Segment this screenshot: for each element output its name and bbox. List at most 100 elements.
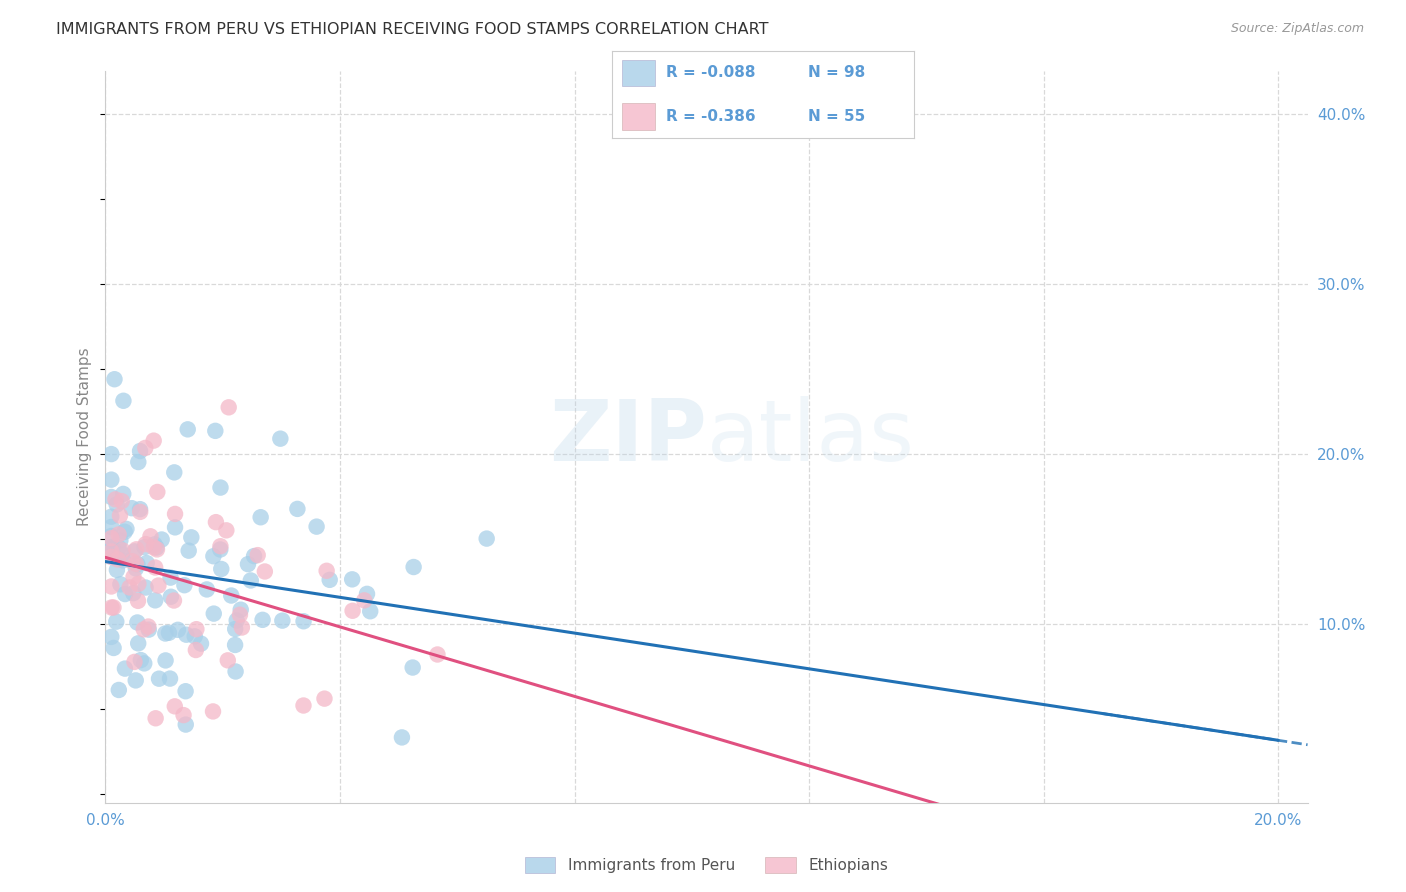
Point [142,434,165,448]
Point [115,522,138,536]
Point [134,540,156,554]
Point [236,557,259,571]
Point [107,527,129,541]
Point [127,615,149,630]
Point [402,560,425,574]
Point [100,630,122,644]
Text: R = -0.386: R = -0.386 [666,109,755,124]
Point [105,498,128,512]
Point [146,485,169,500]
Point [100,600,122,615]
Point [292,614,315,628]
Point [173,578,195,592]
Point [243,549,266,563]
Point [202,607,225,621]
Point [160,590,183,604]
Point [101,540,124,554]
Point [217,653,239,667]
Point [118,581,141,595]
Point [127,594,149,608]
Point [103,600,125,615]
Point [125,542,148,557]
Text: ZIP: ZIP [548,395,707,479]
Point [108,683,131,698]
Point [359,604,381,618]
Point [391,731,413,745]
Point [100,579,122,593]
Point [340,572,363,586]
Point [253,565,276,579]
Point [100,473,122,487]
Point [124,655,146,669]
Point [122,570,145,584]
Point [112,553,135,567]
Point [195,582,218,597]
Point [318,573,340,587]
Point [124,544,146,558]
FancyBboxPatch shape [623,60,655,86]
Point [150,533,173,547]
Point [342,604,364,618]
Point [305,519,328,533]
Point [209,542,232,557]
Point [111,543,134,558]
Point [225,665,247,679]
Point [121,501,143,516]
Point [229,607,252,622]
Point [107,552,129,566]
Point [134,441,156,455]
Point [139,529,162,543]
Point [209,562,232,576]
Point [143,560,166,574]
Point [108,508,131,523]
Point [145,541,167,555]
Point [114,662,136,676]
Point [315,564,337,578]
Point [101,542,124,557]
Point [180,530,202,544]
Text: Source: ZipAtlas.com: Source: ZipAtlas.com [1230,22,1364,36]
Point [209,481,232,495]
Point [110,577,132,591]
Point [163,507,186,521]
Point [100,490,122,504]
Point [138,623,160,637]
Point [224,622,246,636]
Point [215,524,238,538]
Point [202,549,225,564]
Point [225,614,247,628]
Point [183,629,205,643]
Point [135,537,157,551]
Point [271,614,294,628]
Point [112,393,135,408]
Point [239,574,262,588]
Point [125,673,148,688]
Point [100,529,122,543]
Point [100,447,122,461]
Point [205,515,228,529]
Point [184,643,207,657]
Point [100,520,122,534]
Point [475,532,498,546]
Text: R = -0.088: R = -0.088 [666,65,755,80]
Point [356,587,378,601]
Point [114,587,136,601]
Point [177,422,200,436]
Y-axis label: Receiving Food Stamps: Receiving Food Stamps [77,348,93,526]
Point [110,533,132,548]
Point [190,637,212,651]
Point [111,547,134,561]
Point [186,622,208,636]
Point [174,628,197,642]
Point [142,541,165,555]
Point [426,648,449,662]
Text: IMMIGRANTS FROM PERU VS ETHIOPIAN RECEIVING FOOD STAMPS CORRELATION CHART: IMMIGRANTS FROM PERU VS ETHIOPIAN RECEIV… [56,22,769,37]
Point [252,613,274,627]
Point [122,586,145,600]
Point [143,537,166,551]
Point [100,509,122,524]
Point [104,492,127,507]
Point [127,558,149,572]
Point [177,543,200,558]
Point [125,561,148,575]
